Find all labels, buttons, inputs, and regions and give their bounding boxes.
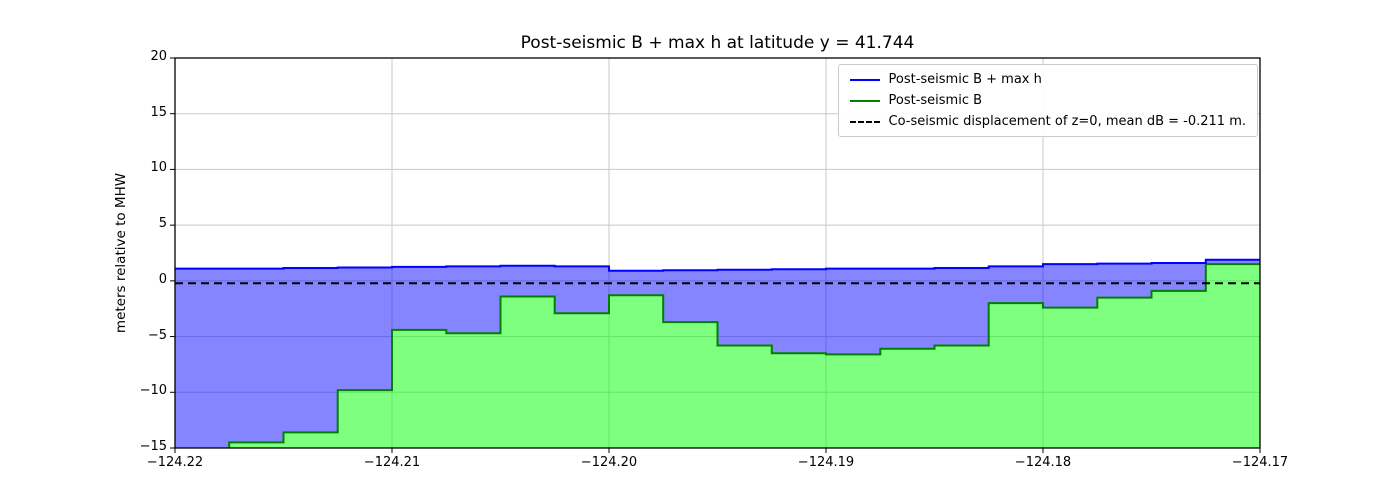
b-plus-max-h-line: [175, 258, 1260, 272]
plot-area: [175, 258, 1260, 448]
y-tick-label: 5: [158, 216, 167, 232]
legend-label: Post-seismic B: [888, 93, 983, 108]
legend-entry: Post-seismic B: [849, 93, 1247, 108]
x-tick-label: −124.19: [797, 455, 855, 470]
y-tick-label: −10: [139, 383, 167, 399]
y-tick-label: 0: [158, 271, 167, 287]
x-tick-label: −124.17: [1231, 455, 1289, 470]
legend-entry: Post-seismic B + max h: [849, 72, 1247, 87]
y-tick-label: −15: [139, 439, 167, 454]
b-plus-max-h-fill: [175, 259, 1260, 448]
legend-label: Post-seismic B + max h: [888, 72, 1042, 87]
chart-title: Post-seismic B + max h at latitude y = 4…: [520, 33, 915, 53]
legend-label: Co-seismic displacement of z=0, mean dB …: [888, 114, 1247, 129]
y-tick-label: −5: [147, 327, 167, 343]
x-tick-label: −124.20: [580, 455, 638, 470]
y-axis-label: meters relative to MHW: [113, 172, 129, 334]
legend-line-sample: [849, 120, 880, 123]
y-tick-label: 10: [150, 160, 167, 176]
x-tick-label: −124.21: [363, 455, 421, 470]
legend: Post-seismic B + max h Post-seismic B Co-s…: [837, 64, 1258, 137]
y-tick-label: 15: [150, 104, 167, 120]
legend-line-sample: [849, 99, 880, 102]
y-tick-label: 20: [150, 49, 167, 64]
x-tick-label: −124.18: [1014, 455, 1072, 470]
legend-entry: Co-seismic displacement of z=0, mean dB …: [849, 114, 1247, 129]
post-seismic-b-line: [228, 263, 1260, 448]
x-tick-label: −124.22: [146, 455, 204, 470]
legend-line-sample: [849, 78, 880, 81]
axes-frame: [174, 57, 1261, 449]
